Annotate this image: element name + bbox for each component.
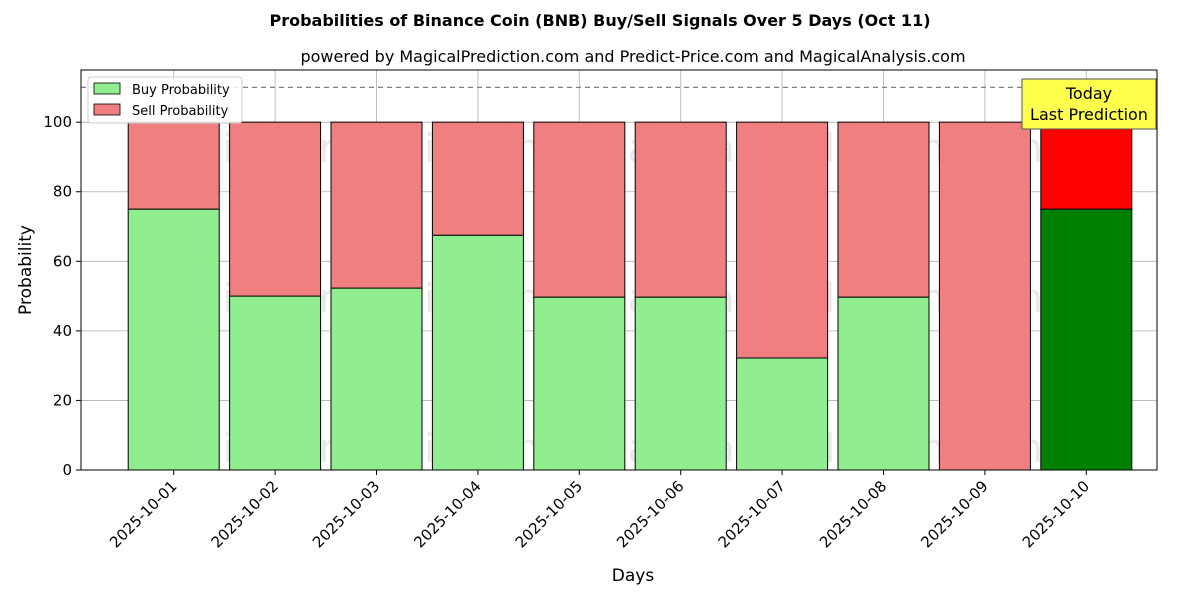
sell-bar	[229, 121, 322, 297]
x-axis-label: Days	[612, 566, 655, 586]
annotation-line-1: Today	[1065, 84, 1112, 103]
buy-bar	[837, 296, 930, 471]
x-tick-label: 2025-10-04	[410, 477, 484, 551]
buy-bar	[1040, 208, 1133, 471]
x-tick-label: 2025-10-08	[816, 477, 890, 551]
y-tick-label: 40	[53, 322, 72, 340]
chart-subtitle: powered by MagicalPrediction.com and Pre…	[300, 47, 965, 66]
legend-box	[87, 76, 243, 124]
y-axis-label: Probability	[16, 225, 36, 315]
x-tick-label: 2025-10-09	[917, 477, 991, 551]
buy-bar	[736, 357, 829, 471]
sell-bar	[837, 121, 930, 298]
sell-bar	[533, 121, 626, 298]
buy-bar	[431, 234, 524, 471]
annotation-line-2: Last Prediction	[1030, 105, 1148, 124]
sell-bar	[127, 121, 220, 210]
annotation-box	[1021, 78, 1157, 130]
y-tick-label: 20	[53, 391, 72, 409]
y-tick-label: 100	[43, 113, 72, 131]
x-tick-label: 2025-10-06	[613, 477, 687, 551]
buy-bar	[634, 296, 727, 471]
x-tick-label: 2025-10-10	[1019, 477, 1093, 551]
x-axis: 2025-10-01 2025-10-02 2025-10-03 2025-10-04…	[106, 470, 1093, 551]
sell-bar	[736, 121, 829, 359]
bar-layer	[127, 121, 1133, 471]
legend: Buy Probability Sell Probability	[87, 76, 243, 124]
annotation: Today Last Prediction	[1021, 78, 1157, 130]
y-tick-label: 0	[62, 461, 72, 479]
sell-bar	[431, 121, 524, 236]
x-tick-label: 2025-10-01	[106, 477, 180, 551]
x-tick-label: 2025-10-07	[715, 477, 789, 551]
x-tick-label: 2025-10-05	[512, 477, 586, 551]
sell-bar	[330, 121, 423, 289]
buy-bar	[533, 296, 626, 471]
buy-bar	[330, 287, 423, 471]
chart-title: Probabilities of Binance Coin (BNB) Buy/…	[269, 11, 930, 30]
sell-bar	[1040, 121, 1133, 210]
sell-bar	[938, 121, 1031, 471]
y-axis: 0 20 40 60 80 100	[43, 113, 81, 479]
buy-bar	[127, 208, 220, 471]
legend-swatch-sell	[93, 103, 121, 116]
plot-frame	[80, 69, 1158, 471]
legend-label-sell: Sell Probability	[132, 104, 229, 119]
y-tick-label: 60	[53, 252, 72, 270]
sell-bar	[634, 121, 727, 298]
legend-label-buy: Buy Probability	[132, 83, 230, 98]
y-tick-label: 80	[53, 183, 72, 201]
x-tick-label: 2025-10-02	[208, 477, 282, 551]
buy-bar	[229, 295, 322, 471]
x-tick-label: 2025-10-03	[309, 477, 383, 551]
legend-swatch-buy	[93, 82, 121, 95]
